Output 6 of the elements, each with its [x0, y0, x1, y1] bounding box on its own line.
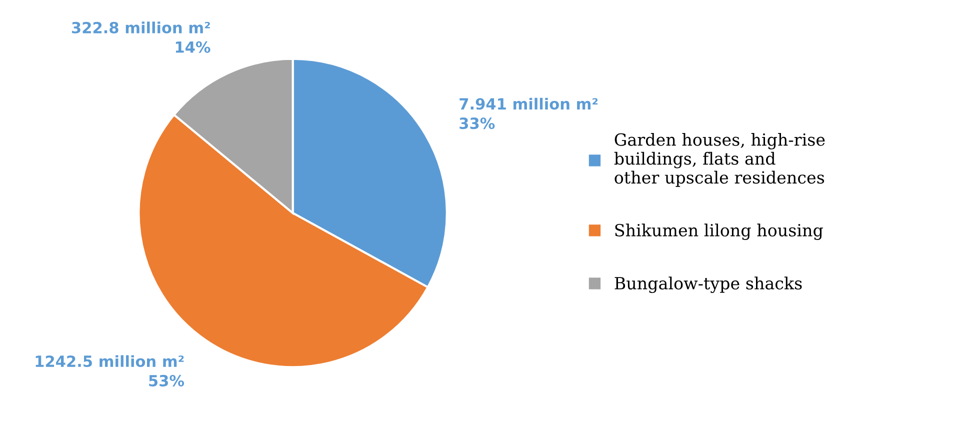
- legend-label: Garden houses, high-rise buildings, flats and other upscale residences: [614, 133, 825, 187]
- data-label: 7.941 million m² 33%: [460, 98, 598, 130]
- data-label: 322.8 million m² 14%: [72, 22, 210, 53]
- legend-label: Bungalow-type shacks: [614, 276, 802, 293]
- data-label: 1242.5 million m² 53%: [36, 355, 184, 386]
- legend-label: Shikumen lilong housing: [615, 224, 823, 240]
